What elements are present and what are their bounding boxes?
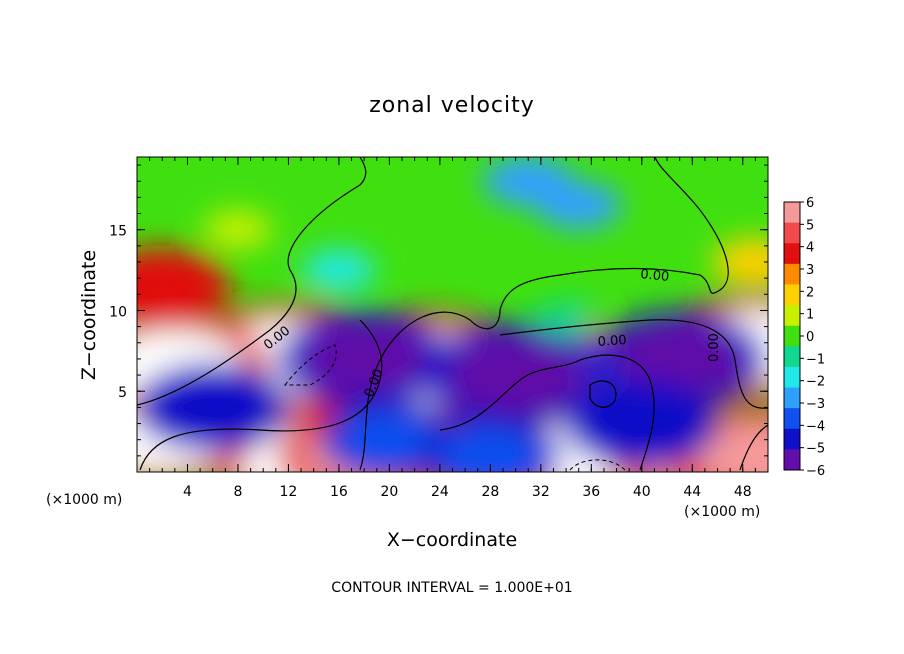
x-tick-label: 16 <box>330 484 348 500</box>
y-tick-label: 15 <box>109 224 127 240</box>
field-core <box>301 249 376 291</box>
colorbar-tick-label: 5 <box>806 218 814 233</box>
contour-line <box>139 319 383 471</box>
x-tick-label: 8 <box>233 484 242 500</box>
colorbar-swatch <box>784 387 800 409</box>
x-axis-label: X−coordinate <box>387 529 517 551</box>
field-core <box>712 238 768 286</box>
x-tick-label: 20 <box>380 484 398 500</box>
colorbar-tick-label: −1 <box>806 352 825 367</box>
contour-line <box>499 319 768 409</box>
y-axis-label: Z−coordinate <box>78 250 100 380</box>
x-axis: 4 8 12 16 20 24 28 32 36 40 44 48 <box>149 157 756 500</box>
colorbar-tick-label: 6 <box>806 196 814 211</box>
contour-label: 0.00 <box>707 333 722 362</box>
plot-field: 0.00 0.00 0.00 0.00 0.00 <box>137 157 768 472</box>
zero-contours <box>137 157 768 471</box>
x-tick-label: 44 <box>683 484 701 500</box>
negative-contours <box>283 344 626 471</box>
chart-title: zonal velocity <box>369 93 535 118</box>
field-core <box>154 376 271 439</box>
colorbar-swatch <box>784 408 800 430</box>
colorbar-tick-label: 1 <box>806 308 814 323</box>
contour-interval-note: CONTOUR INTERVAL = 1.000E+01 <box>331 580 572 596</box>
x-tick-label: 32 <box>532 484 550 500</box>
x-tick-label: 4 <box>183 484 192 500</box>
colorbar-tick-label: −3 <box>806 397 825 412</box>
field-core <box>300 324 429 393</box>
contour-line-dashed <box>569 459 626 471</box>
x-tick-label: 48 <box>734 484 752 500</box>
colorbar-tick-label: −4 <box>806 419 825 434</box>
contour-line <box>359 157 729 471</box>
contour-label: 0.00 <box>640 267 670 285</box>
colorbar-tick-label: −2 <box>806 375 825 390</box>
field-core <box>445 338 586 413</box>
colorbar-swatch <box>784 222 800 244</box>
field-core <box>535 301 598 337</box>
contour-label: 0.00 <box>597 333 627 350</box>
field-core <box>137 258 215 315</box>
x-tick-label: 28 <box>481 484 499 500</box>
y-tick-label: 10 <box>109 304 127 320</box>
x-tick-label: 40 <box>633 484 651 500</box>
x-tick-label: 12 <box>280 484 298 500</box>
field-core <box>438 427 543 472</box>
colorbar-swatch <box>784 202 800 224</box>
field-core <box>583 392 700 455</box>
colorbar-tick-label: 0 <box>806 330 814 345</box>
colorbar-tick-label: −6 <box>806 464 825 479</box>
colorbar-tick-label: −5 <box>806 442 825 457</box>
colorbar-swatch <box>784 428 800 450</box>
contour-line <box>589 380 617 408</box>
x-scale-note-left: (×1000 m) <box>46 492 122 508</box>
x-tick-label: 24 <box>431 484 449 500</box>
colorbar-tick-label: 2 <box>806 285 814 300</box>
field-core <box>535 181 622 229</box>
contour-line <box>137 157 367 406</box>
colorbar-swatch <box>784 243 800 265</box>
colorbar-swatch <box>784 346 800 368</box>
colorbar: 6 5 4 3 2 1 0 −1 −2 −3 −4 −5 −6 <box>783 196 825 479</box>
field-core <box>203 210 272 249</box>
colorbar-swatch <box>784 325 800 347</box>
contour-line <box>739 424 768 471</box>
velocity-field <box>137 157 768 472</box>
colorbar-swatch <box>784 449 800 471</box>
contour-line <box>439 354 655 471</box>
y-axis: 5 10 15 <box>109 164 768 457</box>
x-tick-label: 36 <box>582 484 600 500</box>
contour-line-dashed <box>283 344 337 386</box>
y-tick-label: 5 <box>118 385 127 401</box>
colorbar-swatch <box>784 305 800 327</box>
colorbar-tick-label: 3 <box>806 263 814 278</box>
colorbar-swatch <box>784 263 800 285</box>
colorbar-tick-label: 4 <box>806 241 814 256</box>
colorbar-swatch <box>784 366 800 389</box>
colorbar-swatch <box>784 284 800 306</box>
x-scale-note-right: (×1000 m) <box>684 504 760 520</box>
